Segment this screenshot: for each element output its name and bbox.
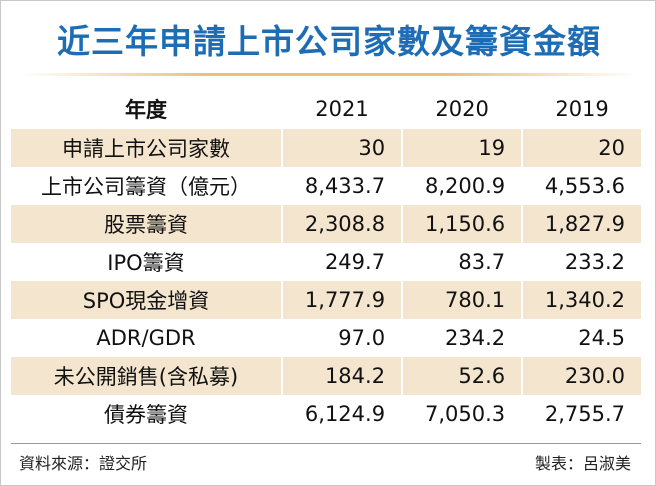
title: 近三年申請上市公司家數及籌資金額 (57, 22, 601, 61)
label-cell: 股票籌資 (11, 205, 282, 243)
title-rule (21, 73, 637, 76)
value-cell: 1,777.9 (280, 281, 403, 319)
value-cell: 97.0 (280, 319, 403, 357)
label-cell: SPO現金增資 (11, 281, 282, 319)
value-cell: 83.7 (401, 243, 523, 281)
data-table: 年度 2021 2020 2019 申請上市公司家數 30 19 20 上市公司籌資（億元） 8,… (11, 89, 641, 433)
value-cell: 233.2 (521, 243, 641, 281)
header-cell: 2021 (280, 89, 403, 129)
table-row: 股票籌資 2,308.8 1,150.6 1,827.9 (11, 205, 641, 243)
source: 資料來源：證交所 (19, 454, 148, 473)
label-cell: IPO籌資 (107, 251, 185, 275)
value-cell: 24.5 (521, 319, 641, 357)
label-cell: 未公開銷售(含私募) (11, 357, 282, 395)
header-cell: 2020 (401, 89, 523, 129)
value-cell: 8,200.9 (401, 167, 523, 205)
value-cell: 8,433.7 (280, 167, 403, 205)
value-cell: 2,755.7 (521, 395, 641, 433)
value-cell: 6,124.9 (280, 395, 403, 433)
table-row: 債券籌資 6,124.9 7,050.3 2,755.7 (11, 395, 641, 433)
label-cell: 上市公司籌資（億元） (41, 175, 251, 199)
table-row: ADR/GDR 97.0 234.2 24.5 (11, 319, 641, 357)
value-cell: 7,050.3 (401, 395, 523, 433)
table-row: SPO現金增資 1,777.9 780.1 1,340.2 (11, 281, 641, 319)
value-cell: 52.6 (401, 357, 523, 395)
table-row: IPO籌資 249.7 83.7 233.2 (11, 243, 641, 281)
value-cell: 1,340.2 (521, 281, 641, 319)
value-cell: 1,827.9 (521, 205, 641, 243)
value-cell: 30 (280, 129, 403, 167)
author: 製表：呂淑美 (534, 454, 631, 473)
header-row: 年度 2021 2020 2019 (11, 89, 641, 129)
value-cell: 184.2 (280, 357, 403, 395)
value-cell: 2,308.8 (280, 205, 403, 243)
value-cell: 780.1 (401, 281, 523, 319)
value-cell: 20 (521, 129, 641, 167)
value-cell: 249.7 (280, 243, 403, 281)
value-cell: 230.0 (521, 357, 641, 395)
table-row: 未公開銷售(含私募) 184.2 52.6 230.0 (11, 357, 641, 395)
value-cell: 1,150.6 (401, 205, 523, 243)
label-cell: 申請上市公司家數 (11, 129, 282, 167)
table-row: 上市公司籌資（億元） 8,433.7 8,200.9 4,553.6 (11, 167, 641, 205)
value-cell: 19 (401, 129, 523, 167)
label-cell: ADR/GDR (96, 326, 196, 350)
label-cell: 債券籌資 (104, 403, 188, 427)
table-row: 申請上市公司家數 30 19 20 (11, 129, 641, 167)
value-cell: 4,553.6 (521, 167, 641, 205)
header-cell: 年度 (125, 98, 167, 122)
footer: 資料來源：證交所 製表：呂淑美 (11, 443, 641, 474)
value-cell: 234.2 (401, 319, 523, 357)
header-cell: 2019 (521, 89, 641, 129)
